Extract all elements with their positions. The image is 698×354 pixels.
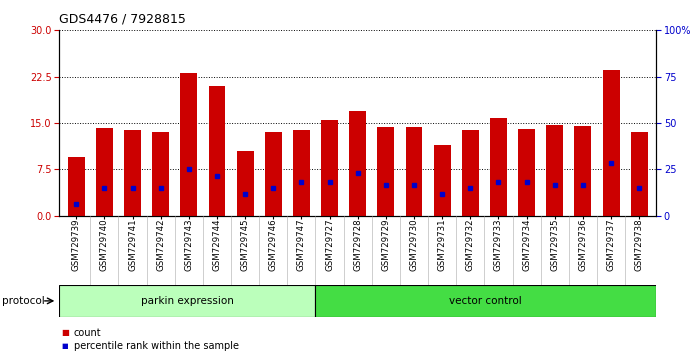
Text: ■: ■ <box>61 328 69 337</box>
Bar <box>315 285 656 317</box>
Bar <box>378 127 394 216</box>
Text: GSM729728: GSM729728 <box>353 218 362 271</box>
Text: GSM729730: GSM729730 <box>410 218 419 271</box>
Bar <box>96 128 113 216</box>
Bar <box>59 285 315 317</box>
Bar <box>518 129 535 216</box>
Bar <box>265 132 282 216</box>
Bar <box>237 151 253 216</box>
Bar <box>547 125 563 216</box>
Text: percentile rank within the sample: percentile rank within the sample <box>74 341 239 351</box>
Text: GSM729732: GSM729732 <box>466 218 475 271</box>
Bar <box>631 132 648 216</box>
Bar <box>180 73 198 216</box>
Text: count: count <box>74 328 102 338</box>
Bar <box>490 118 507 216</box>
Bar <box>209 86 225 216</box>
Text: GSM729729: GSM729729 <box>381 218 390 270</box>
Text: GDS4476 / 7928815: GDS4476 / 7928815 <box>59 12 186 25</box>
Text: parkin expression: parkin expression <box>141 296 234 306</box>
Bar <box>462 130 479 216</box>
Bar <box>68 157 84 216</box>
Text: GSM729741: GSM729741 <box>128 218 137 271</box>
Text: GSM729747: GSM729747 <box>297 218 306 271</box>
Bar <box>152 132 169 216</box>
Text: GSM729727: GSM729727 <box>325 218 334 271</box>
Bar <box>321 120 338 216</box>
Text: ■: ■ <box>61 343 68 349</box>
Text: vector control: vector control <box>450 296 522 306</box>
Text: GSM729735: GSM729735 <box>550 218 559 271</box>
Text: GSM729746: GSM729746 <box>269 218 278 271</box>
Bar <box>349 110 366 216</box>
Text: GSM729744: GSM729744 <box>212 218 221 271</box>
Bar <box>406 127 422 216</box>
Text: GSM729745: GSM729745 <box>241 218 250 271</box>
Text: GSM729740: GSM729740 <box>100 218 109 271</box>
Text: GSM729738: GSM729738 <box>634 218 644 271</box>
Text: GSM729736: GSM729736 <box>579 218 588 271</box>
Text: GSM729733: GSM729733 <box>494 218 503 271</box>
Bar <box>293 130 310 216</box>
Bar <box>433 145 451 216</box>
Bar <box>602 70 620 216</box>
Text: GSM729742: GSM729742 <box>156 218 165 271</box>
Text: protocol: protocol <box>2 296 45 306</box>
Text: GSM729734: GSM729734 <box>522 218 531 271</box>
Bar <box>124 130 141 216</box>
Text: GSM729739: GSM729739 <box>72 218 81 270</box>
Text: GSM729737: GSM729737 <box>607 218 616 271</box>
Text: GSM729743: GSM729743 <box>184 218 193 271</box>
Text: GSM729731: GSM729731 <box>438 218 447 271</box>
Bar <box>574 126 591 216</box>
